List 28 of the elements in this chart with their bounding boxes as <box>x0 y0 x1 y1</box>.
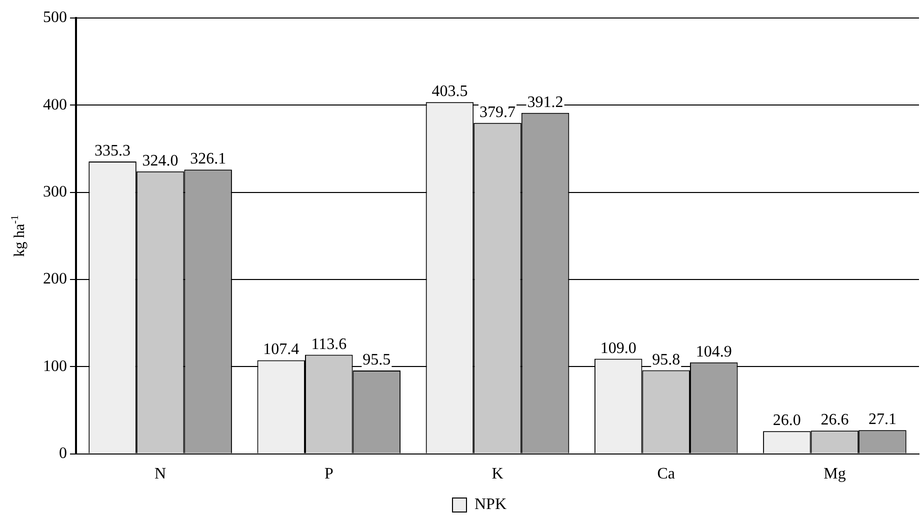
text: 104.9 <box>696 343 732 360</box>
text: 95.5 <box>362 352 391 369</box>
text: 26.6 <box>820 412 849 429</box>
y-tick-label: 0 <box>59 445 67 462</box>
text: 27.1 <box>868 411 896 428</box>
y-tick-label: 300 <box>43 184 67 201</box>
legend-label: NPK <box>474 496 507 514</box>
text: 326.1 <box>190 150 226 168</box>
y-tick-label: 500 <box>43 9 67 26</box>
y-tick-label: 100 <box>43 358 67 375</box>
y-tick-label: 400 <box>43 96 67 114</box>
text: 109.0 <box>600 340 636 357</box>
x-tick-label: K <box>492 466 504 483</box>
text: 335.3 <box>94 142 131 160</box>
text: 391.2 <box>527 94 564 111</box>
y-axis-title: kg ha-1 <box>10 215 28 257</box>
text: 113.6 <box>311 336 347 353</box>
x-tick-label: P <box>324 466 334 483</box>
text: 95.8 <box>652 351 680 368</box>
x-tick-label: N <box>154 466 167 483</box>
text: 324.0 <box>142 152 178 170</box>
x-tick-label: Ca <box>657 466 675 483</box>
text: 26.0 <box>772 412 801 430</box>
y-tick-label: 200 <box>43 270 67 288</box>
text: 379.7 <box>480 104 516 121</box>
text: 107.4 <box>263 341 300 358</box>
text: 403.5 <box>432 83 468 100</box>
x-tick-label: Mg <box>824 466 846 483</box>
